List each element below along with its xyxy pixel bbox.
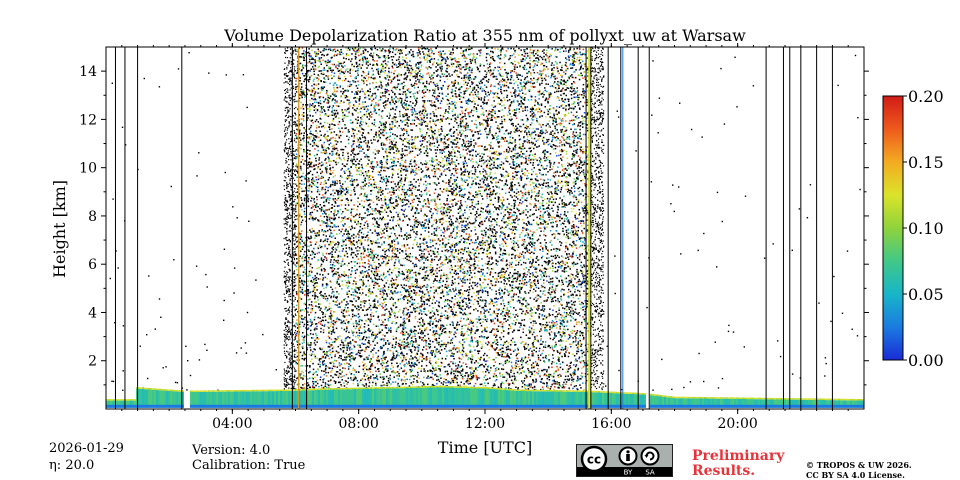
preliminary-line-1: Preliminary <box>692 448 785 464</box>
boundary-layer <box>106 385 864 408</box>
noise-speckle <box>283 47 605 391</box>
chart-title: Volume Depolarization Ratio at 355 nm of… <box>223 26 746 45</box>
cc-logo-icon <box>580 445 608 473</box>
colorbar-tick-label: 0.15 <box>908 153 944 172</box>
cc-by-sa-badge: cc BY SA <box>576 444 673 477</box>
preliminary-line-2: Results. <box>692 463 756 479</box>
colorbar-ticks: 0.00 0.05 0.10 0.15 0.20 <box>903 87 944 370</box>
footer-eta-value: 20.0 <box>65 458 95 473</box>
y-axis-label: Height [km] <box>50 180 69 278</box>
sa-label: SA <box>645 469 655 477</box>
heatmap-layer <box>106 47 864 409</box>
x-tick-label: 20:00 <box>717 416 757 432</box>
x-tick-label: 04:00 <box>212 416 252 432</box>
colorbar-tick-label: 0.05 <box>908 285 944 304</box>
footer-calibration: Calibration: True <box>192 458 306 473</box>
y-tick-label: 10 <box>79 161 97 177</box>
footer-version: Version: 4.0 <box>192 443 271 458</box>
x-tick-label: 08:00 <box>338 416 378 432</box>
x-tick-label: 16:00 <box>591 416 631 432</box>
x-axis-label: Time [UTC] <box>438 438 532 457</box>
axis-ticks: 04:00 08:00 12:00 16:00 20:00 2 4 6 8 10 12 14 <box>79 43 869 432</box>
footer-eta: η: 20.0 <box>49 458 94 474</box>
x-tick-label: 12:00 <box>465 416 505 432</box>
license-line-1: © TROPOS & UW 2026. <box>806 460 912 470</box>
axes-frame <box>105 46 865 410</box>
y-tick-label: 8 <box>88 209 97 225</box>
colorbar-tick-label: 0.20 <box>908 87 944 106</box>
by-label: BY <box>624 469 633 477</box>
y-tick-label: 4 <box>88 305 97 321</box>
footer-eta-label: η: <box>49 458 66 473</box>
y-tick-label: 12 <box>79 112 97 128</box>
colorbar-tick-label: 0.10 <box>908 219 944 238</box>
cc-logo-text: cc <box>587 453 601 467</box>
colorbar <box>882 95 904 361</box>
license-line-2: CC BY SA 4.0 License. <box>806 470 905 480</box>
y-tick-label: 14 <box>79 64 97 80</box>
colorbar-tick-label: 0.00 <box>908 351 944 370</box>
y-tick-label: 2 <box>88 354 97 370</box>
share-alike-icon <box>640 446 660 466</box>
y-tick-label: 6 <box>88 257 97 273</box>
footer-date: 2026-01-29 <box>49 441 124 456</box>
